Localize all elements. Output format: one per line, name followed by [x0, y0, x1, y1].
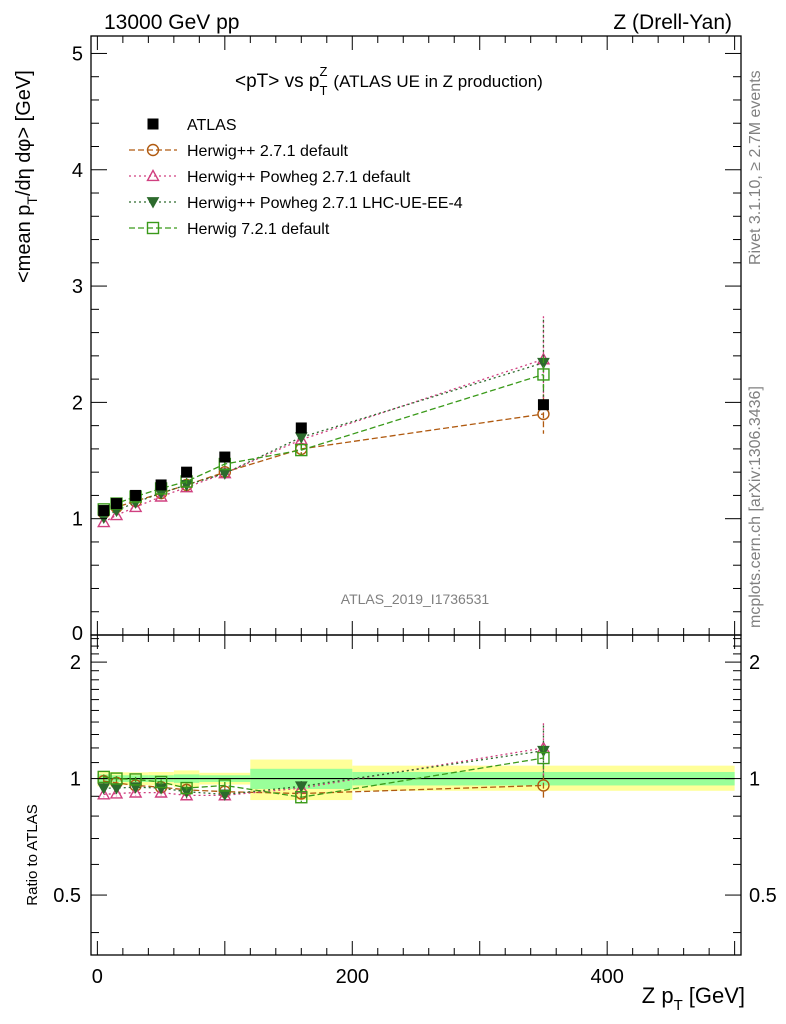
upper-y-tick-label-zero: 0 — [72, 623, 83, 645]
upper-y-tick-label-0: 1 — [72, 509, 83, 531]
ratio-series-1-point-4 — [179, 788, 194, 801]
header-left: 13000 GeV pp — [104, 11, 239, 34]
upper-y-tick-label-2: 3 — [72, 276, 83, 298]
legend-marker-3 — [146, 221, 160, 235]
ratio-series-3-point-2 — [129, 773, 142, 786]
upper-series-1-line — [103, 358, 544, 523]
ratio-series-0-point-7 — [537, 779, 550, 792]
x-tick-label-2: 400 — [590, 966, 623, 988]
atlas-data-point-3 — [155, 479, 167, 491]
main-plot-title: <pT> vs pTZ (ATLAS UE in Z production) — [235, 64, 543, 98]
ratio-y-tick-label-left-0: 0.5 — [53, 885, 81, 907]
xlabel-a: Z p — [642, 983, 674, 1008]
atlas-data-point-6 — [295, 422, 307, 434]
ratio-series-3-point-7 — [537, 751, 550, 765]
legend-label-3: Herwig 7.2.1 default — [187, 221, 330, 238]
ratio-y-tick-label-right-2: 2 — [749, 652, 760, 674]
legend-label-atlas: ATLAS — [187, 117, 237, 134]
atlas-data-point-2 — [130, 489, 142, 501]
upper-plot: 1 2 3 4 5 0 — [72, 35, 742, 645]
ratio-series-3-point-1 — [110, 772, 123, 785]
upper-series-3-point-7 — [537, 368, 550, 381]
legend-label-2: Herwig++ Powheg 2.7.1 LHC-UE-EE-4 — [187, 195, 463, 212]
ratio-series-1-point-0 — [97, 787, 111, 800]
ylabel-b: /dη dφ> [GeV] — [13, 70, 35, 196]
title-sub: T — [320, 83, 328, 98]
xlabel-sub: T — [674, 997, 683, 1014]
upper-series-1-point-1 — [109, 508, 124, 521]
rivet-version-label: Rivet 3.1.10, ≥ 2.7M events — [747, 70, 764, 265]
ratio-series-1-point-1 — [109, 786, 124, 799]
legend-label-1: Herwig++ Powheg 2.7.1 default — [187, 169, 411, 186]
ratio-series-2-point-6 — [294, 781, 308, 793]
ratio-series-3-point-3 — [154, 775, 168, 789]
title-main: <pT> vs p — [235, 71, 320, 92]
header-right: Z (Drell-Yan) — [613, 11, 732, 34]
ratio-y-tick-label-left-2: 2 — [70, 652, 81, 674]
ratio-series-1-point-2 — [128, 785, 143, 798]
atlas-data-point-7 — [537, 399, 549, 411]
ratio-series-2-point-1 — [110, 783, 123, 795]
ratio-y-axis-label: Ratio to ATLAS — [24, 804, 41, 905]
atlas-data-point-1 — [110, 498, 122, 510]
ratio-series-3-point-6 — [295, 791, 308, 804]
x-tick-label-1: 200 — [336, 966, 369, 988]
legend-marker-1 — [146, 169, 160, 182]
ratio-series-2-point-5 — [218, 789, 232, 801]
title-rest: (ATLAS UE in Z production) — [333, 72, 542, 91]
analysis-watermark: ATLAS_2019_I1736531 — [341, 591, 490, 607]
upper-y-tick-label-3: 4 — [72, 160, 83, 182]
title-sup: Z — [319, 64, 327, 79]
ratio-series-2-point-0 — [97, 783, 111, 795]
ratio-y-tick-label-right-0: 0.5 — [749, 885, 777, 907]
ylabel-sub: T — [24, 196, 40, 205]
xlabel-b: [GeV] — [689, 983, 745, 1008]
ratio-series-1-point-3 — [154, 785, 168, 798]
upper-series-3-point-6 — [295, 443, 308, 457]
upper-series-2-line — [103, 362, 544, 519]
ratio-series-3-point-5 — [218, 779, 232, 792]
upper-series-0-line — [103, 413, 544, 514]
ratio-plot: 0 200 400 0.5 0.5 1 1 2 2 — [53, 634, 777, 988]
ratio-y-tick-label-left-1: 1 — [70, 769, 81, 791]
x-tick-label-0: 0 — [92, 966, 103, 988]
legend-marker-0 — [146, 143, 160, 157]
upper-y-axis-label: <mean pT/dη dφ> [GeV] — [13, 70, 40, 283]
ratio-y-tick-label-right-1: 1 — [749, 769, 760, 791]
ratio-series-0-line — [103, 780, 544, 795]
upper-series-1-point-0 — [97, 515, 111, 528]
ylabel-a: <mean p — [13, 205, 35, 283]
upper-series-1-point-2 — [128, 500, 143, 513]
legend-label-0: Herwig++ 2.7.1 default — [187, 143, 349, 160]
upper-y-tick-label-4: 5 — [72, 43, 83, 65]
atlas-data-point-5 — [219, 451, 231, 463]
mcplots-label: mcplots.cern.ch [arXiv:1306.3436] — [747, 386, 764, 628]
upper-series-1-point-3 — [154, 489, 168, 502]
atlas-data-point-4 — [181, 466, 193, 478]
atlas-data-point-0 — [98, 505, 110, 517]
x-axis-label: Z pT [GeV] — [642, 983, 745, 1014]
legend: ATLAS Herwig++ 2.7.1 default Herwig++ Powh… — [129, 117, 463, 238]
upper-y-tick-label-1: 2 — [72, 392, 83, 414]
ratio-frame — [90, 634, 742, 956]
ratio-series-3-point-4 — [180, 781, 193, 795]
legend-marker-2 — [146, 197, 160, 209]
ratio-series-3-point-0 — [97, 770, 110, 784]
legend-marker-atlas — [147, 118, 159, 130]
upper-series-3-line — [103, 373, 544, 510]
